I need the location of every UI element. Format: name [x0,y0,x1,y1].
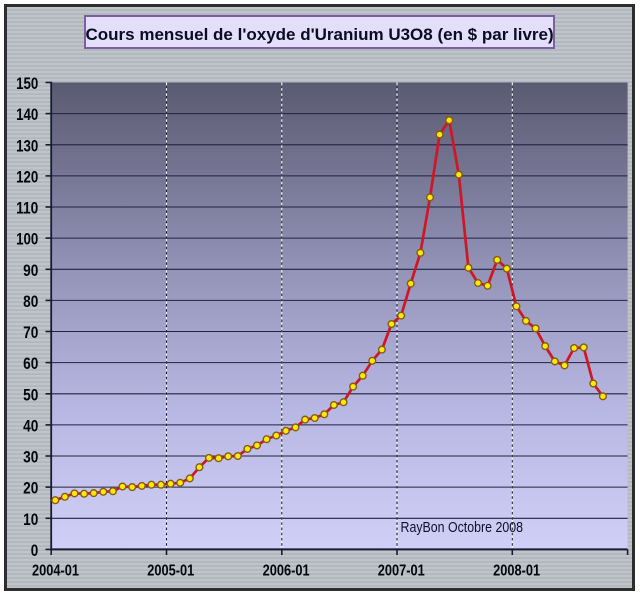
svg-text:30: 30 [23,448,38,467]
svg-text:80: 80 [23,292,38,311]
svg-text:70: 70 [23,323,38,342]
svg-text:10: 10 [23,510,38,529]
svg-text:2007-01: 2007-01 [378,563,425,580]
svg-text:40: 40 [23,417,38,436]
svg-text:90: 90 [23,261,38,280]
svg-text:120: 120 [16,168,38,187]
svg-text:130: 130 [16,136,38,155]
svg-text:2005-01: 2005-01 [147,563,194,580]
svg-text:60: 60 [23,354,38,373]
svg-text:RayBon Octobre 2008: RayBon Octobre 2008 [401,520,524,536]
svg-text:100: 100 [16,230,38,249]
svg-text:2004-01: 2004-01 [32,563,79,580]
svg-text:140: 140 [16,105,38,124]
svg-text:0: 0 [31,541,39,560]
svg-text:50: 50 [23,385,38,404]
svg-text:2008-01: 2008-01 [493,563,540,580]
svg-text:20: 20 [23,479,38,498]
svg-text:150: 150 [16,74,38,93]
svg-text:2006-01: 2006-01 [263,563,310,580]
svg-text:110: 110 [16,199,38,218]
